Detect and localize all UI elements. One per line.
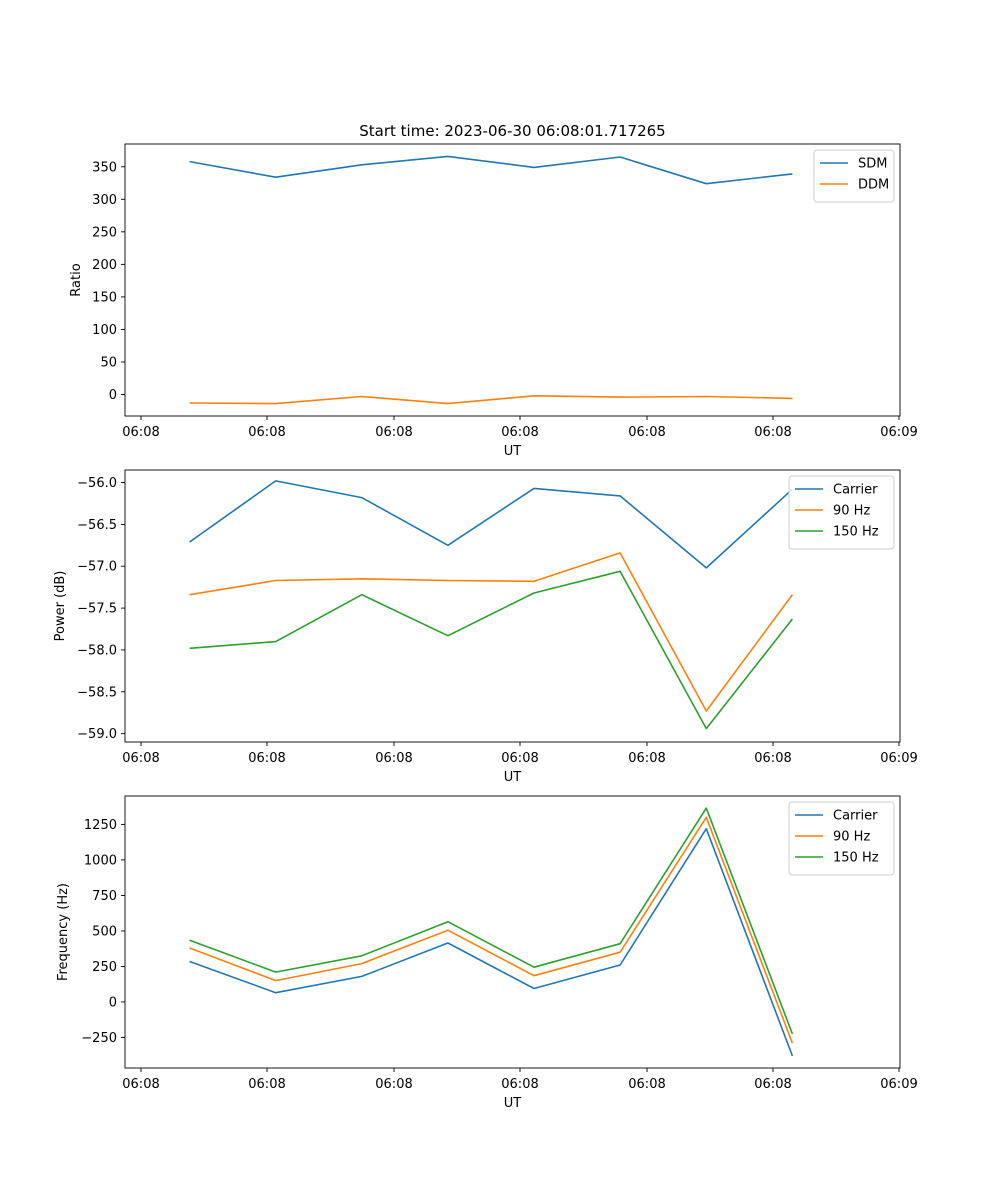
x-tick-label: 06:08 — [628, 751, 665, 766]
x-tick-label: 06:08 — [501, 751, 538, 766]
x-axis-label: UT — [504, 770, 522, 785]
y-tick-label: 1250 — [84, 818, 117, 833]
x-tick-label: 06:08 — [122, 425, 159, 440]
x-tick-label: 06:08 — [375, 1077, 412, 1092]
x-tick-label: 06:09 — [880, 1077, 917, 1092]
x-tick-label: 06:08 — [754, 1077, 791, 1092]
legend-label-sdm: SDM — [858, 157, 887, 172]
x-tick-label: 06:08 — [754, 425, 791, 440]
subplot-2: 06:08 06:08 06:08 06:08 06:08 06:08 06:09 −59.0… — [53, 469, 918, 785]
subplot-3: 06:08 06:08 06:08 06:08 06:08 06:08 06:09 −250 0… — [56, 795, 918, 1111]
y-tick-label: 250 — [92, 960, 117, 975]
y-tick-label: 100 — [92, 323, 117, 338]
y-tick-label: −58.5 — [77, 685, 117, 700]
x-tick-label: 06:08 — [248, 751, 285, 766]
x-tick-label: 06:08 — [628, 1077, 665, 1092]
x-tick-label: 06:09 — [880, 751, 917, 766]
y-tick-label: 350 — [92, 160, 117, 175]
legend-label-90-hz: 90 Hz — [833, 504, 870, 519]
x-axis-label: UT — [504, 444, 522, 459]
legend: SDM DDM — [813, 149, 895, 203]
x-tick-label: 06:08 — [248, 425, 285, 440]
legend-label-carrier: Carrier — [833, 483, 878, 498]
x-tick-label: 06:08 — [375, 425, 412, 440]
plot-frame — [124, 143, 901, 417]
y-tick-label: 0 — [109, 995, 117, 1010]
plot-frame — [124, 795, 901, 1069]
y-axis-label: Ratio — [69, 263, 84, 296]
legend-label-90-hz: 90 Hz — [833, 830, 870, 845]
legend-label-150-hz: 150 Hz — [833, 851, 879, 866]
x-tick-label: 06:09 — [880, 425, 917, 440]
x-tick-label: 06:08 — [122, 751, 159, 766]
series-line-carrier — [189, 827, 794, 1057]
legend-label-150-hz: 150 Hz — [833, 525, 879, 540]
x-tick-label: 06:08 — [628, 425, 665, 440]
figure-title: Start time: 2023-06-30 06:08:01.717265 — [359, 122, 665, 140]
x-tick-label: 06:08 — [375, 751, 412, 766]
y-tick-label: 300 — [92, 193, 117, 208]
series-line-sdm — [189, 155, 793, 185]
y-tick-label: 200 — [92, 258, 117, 273]
x-tick-label: 06:08 — [501, 425, 538, 440]
y-tick-label: −56.0 — [77, 476, 117, 491]
y-axis-label: Frequency (Hz) — [56, 883, 71, 981]
y-tick-label: −57.5 — [77, 602, 117, 617]
series-line-ddm — [189, 394, 793, 405]
x-tick-label: 06:08 — [248, 1077, 285, 1092]
y-tick-label: −250 — [81, 1031, 117, 1046]
series-line-90-hz — [189, 816, 794, 1044]
legend: Carrier 90 Hz 150 Hz — [788, 475, 895, 550]
y-axis-label: Power (dB) — [53, 571, 68, 642]
x-tick-label: 06:08 — [754, 751, 791, 766]
plot-frame — [124, 469, 901, 743]
y-tick-label: 500 — [92, 924, 117, 939]
y-tick-label: −58.0 — [77, 643, 117, 658]
y-tick-label: 1000 — [84, 853, 117, 868]
subplot-1: 06:08 06:08 06:08 06:08 06:08 06:08 06:09 0 50 10… — [69, 143, 918, 459]
y-tick-label: 750 — [92, 889, 117, 904]
y-tick-label: −56.5 — [77, 518, 117, 533]
y-tick-label: −59.0 — [77, 727, 117, 742]
x-tick-label: 06:08 — [122, 1077, 159, 1092]
legend-label-ddm: DDM — [858, 178, 889, 193]
legend: Carrier 90 Hz 150 Hz — [788, 801, 895, 876]
x-tick-label: 06:08 — [501, 1077, 538, 1092]
series-line-150-hz — [189, 570, 794, 730]
y-tick-label: 0 — [109, 388, 117, 403]
x-axis-label: UT — [504, 1096, 522, 1111]
y-tick-label: 150 — [92, 290, 117, 305]
series-line-150-hz — [189, 807, 794, 1035]
series-line-carrier — [189, 480, 793, 569]
y-tick-label: 50 — [100, 355, 117, 370]
series-line-90-hz — [189, 552, 794, 712]
y-tick-label: 250 — [92, 225, 117, 240]
y-tick-label: −57.0 — [77, 560, 117, 575]
legend-label-carrier: Carrier — [833, 809, 878, 824]
